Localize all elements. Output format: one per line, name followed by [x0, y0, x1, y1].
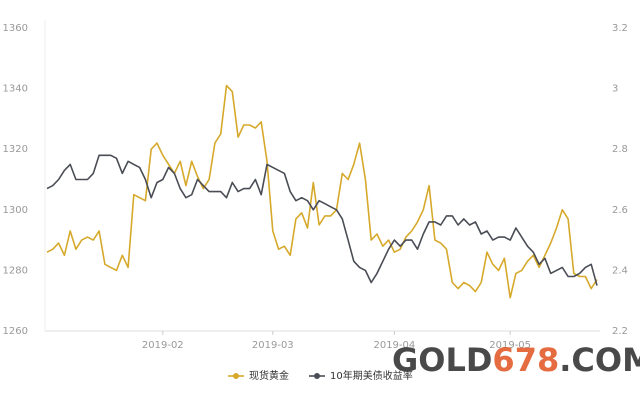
series-line: [46, 154, 598, 286]
watermark-part: GOLD: [392, 341, 492, 379]
legend-marker-dot: [233, 373, 239, 379]
legend-marker-dot: [314, 373, 320, 379]
legend-label: 10年期美债收益率: [330, 369, 413, 382]
x-tick-label: 2019-04: [373, 340, 415, 351]
y-tick-label: 1360: [3, 23, 28, 34]
watermark-part: .COM: [559, 341, 640, 379]
y2-tick-label: 3.2: [612, 23, 628, 34]
y2-tick-label: 2.8: [612, 144, 628, 155]
series-line: [46, 84, 598, 299]
y-tick-label: 1300: [3, 205, 28, 216]
watermark-part: 678: [492, 341, 559, 379]
legend-label: 现货黄金: [249, 369, 289, 382]
y2-tick-label: 3: [612, 84, 618, 95]
y-tick-label: 1260: [3, 326, 28, 337]
y-tick-label: 1280: [3, 265, 28, 276]
y2-tick-label: 2.4: [612, 265, 628, 276]
x-tick-label: 2019-03: [252, 340, 294, 351]
y2-tick-label: 2.2: [612, 326, 628, 337]
y-tick-label: 1340: [3, 84, 28, 95]
watermark: GOLD678.COM: [392, 341, 640, 379]
y2-tick-label: 2.6: [612, 205, 628, 216]
x-tick-label: 2019-05: [489, 340, 531, 351]
y-tick-label: 1320: [3, 144, 28, 155]
x-tick-label: 2019-02: [142, 340, 184, 351]
